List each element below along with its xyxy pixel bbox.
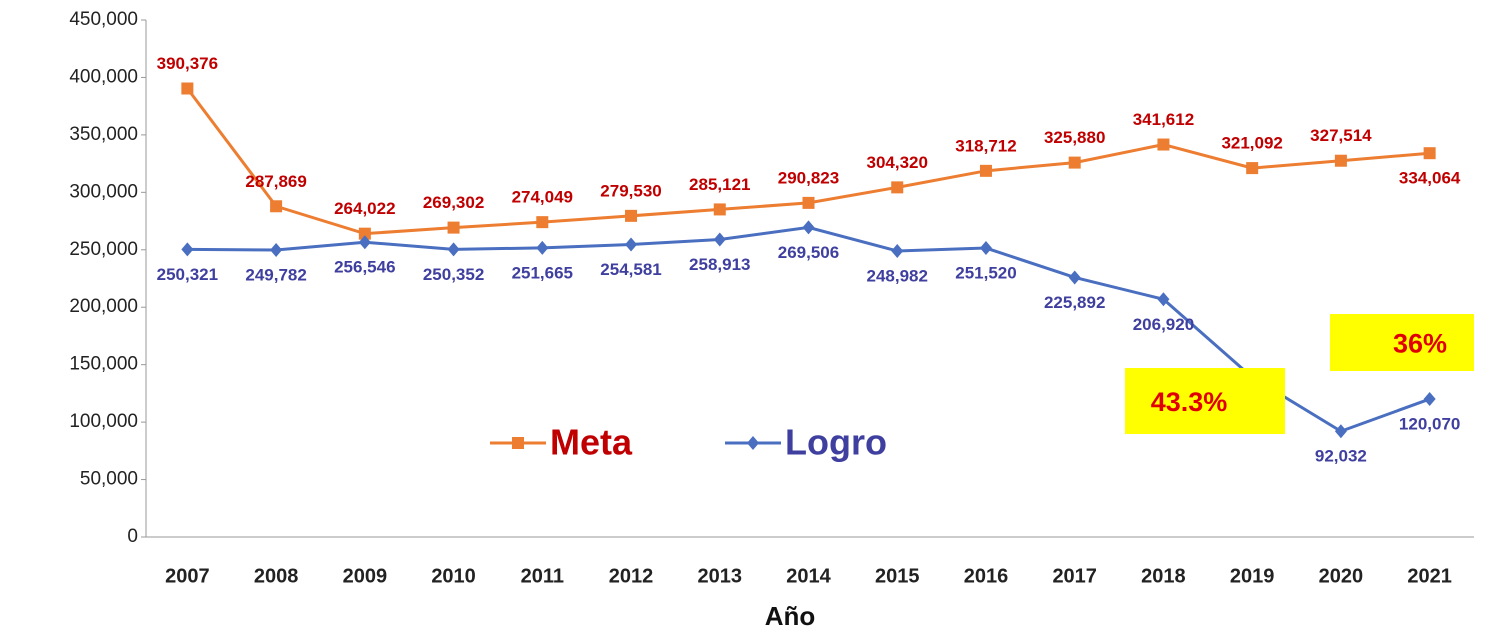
point [181, 242, 194, 257]
point [1423, 147, 1436, 160]
point [270, 200, 283, 213]
data-label: 334,064 [1399, 169, 1461, 188]
x-tick-label: 2018 [1141, 565, 1186, 587]
x-tick-label: 2015 [875, 565, 920, 587]
point [358, 235, 371, 250]
legend-marker [747, 436, 759, 450]
y-tick-label: 0 [127, 526, 138, 547]
point [181, 82, 194, 95]
y-tick-label: 350,000 [69, 124, 138, 145]
x-tick-label: 2012 [609, 565, 654, 587]
y-tick-label: 200,000 [69, 296, 138, 317]
y-tick-label: 50,000 [80, 469, 138, 490]
point [1246, 162, 1259, 175]
point [1334, 154, 1347, 167]
annotation-box [1125, 368, 1285, 434]
point [625, 237, 638, 252]
x-tick-label: 2016 [964, 565, 1009, 587]
point [979, 241, 992, 256]
point [270, 243, 283, 258]
x-tick-label: 2017 [1052, 565, 1097, 587]
data-label: 248,982 [867, 266, 928, 285]
data-label: 287,869 [245, 172, 306, 191]
point [979, 164, 992, 177]
point [713, 232, 726, 247]
data-label: 258,913 [689, 255, 750, 274]
point [1068, 156, 1081, 169]
point [536, 240, 549, 255]
x-tick-label: 2010 [431, 565, 476, 587]
data-label: 254,581 [600, 260, 661, 279]
data-label: 304,320 [867, 153, 928, 172]
data-label: 327,514 [1310, 126, 1372, 145]
point [1068, 270, 1081, 285]
data-label: 341,612 [1133, 110, 1194, 129]
legend-marker [512, 437, 524, 449]
y-tick-label: 250,000 [69, 239, 138, 260]
point [1423, 392, 1436, 407]
x-tick-label: 2021 [1407, 565, 1452, 587]
point [891, 243, 904, 258]
x-axis-title: Año [765, 601, 816, 631]
x-tick-label: 2019 [1230, 565, 1275, 587]
x-tick-label: 2007 [165, 565, 210, 587]
y-tick-label: 450,000 [69, 9, 138, 30]
legend-label: Meta [550, 422, 633, 463]
point [358, 227, 371, 240]
y-tick-label: 400,000 [69, 66, 138, 87]
data-label: 206,920 [1133, 315, 1194, 334]
data-label: 120,070 [1399, 415, 1460, 434]
x-tick-label: 2020 [1319, 565, 1364, 587]
data-label: 325,880 [1044, 128, 1105, 147]
y-tick-label: 100,000 [69, 411, 138, 432]
data-label: 321,092 [1221, 134, 1282, 153]
x-tick-label: 2014 [786, 565, 831, 587]
point [447, 242, 460, 257]
x-tick-label: 2008 [254, 565, 299, 587]
annotation: 36% [1393, 329, 1447, 359]
point [1157, 138, 1170, 151]
data-label: 279,530 [600, 181, 661, 200]
point [536, 216, 549, 229]
annotation: 43.3% [1151, 387, 1228, 417]
point [1334, 424, 1347, 439]
data-label: 269,506 [778, 243, 839, 262]
legend-label: Logro [785, 422, 887, 463]
annotation-box [1330, 314, 1474, 371]
data-label: 264,022 [334, 199, 395, 218]
data-label: 92,032 [1315, 447, 1367, 466]
data-label: 285,121 [689, 175, 750, 194]
x-tick-label: 2013 [698, 565, 743, 587]
data-label: 251,520 [955, 264, 1016, 283]
data-label: 269,302 [423, 193, 484, 212]
y-tick-label: 300,000 [69, 181, 138, 202]
point [1157, 292, 1170, 307]
point [891, 181, 904, 194]
point [625, 209, 638, 222]
data-label: 256,546 [334, 258, 395, 277]
data-label: 290,823 [778, 168, 839, 187]
data-label: 249,782 [245, 266, 306, 285]
data-label: 225,892 [1044, 293, 1105, 312]
point [802, 196, 815, 209]
x-tick-label: 2009 [343, 565, 388, 587]
data-label: 274,049 [512, 188, 573, 207]
point [447, 221, 460, 234]
point [802, 220, 815, 235]
point [713, 203, 726, 216]
data-label: 250,352 [423, 265, 484, 284]
data-label: 251,665 [512, 263, 573, 282]
data-label: 390,376 [157, 54, 218, 73]
x-tick-label: 2011 [521, 565, 564, 587]
data-label: 250,321 [157, 265, 218, 284]
y-tick-label: 150,000 [69, 354, 138, 375]
data-label: 318,712 [955, 136, 1016, 155]
